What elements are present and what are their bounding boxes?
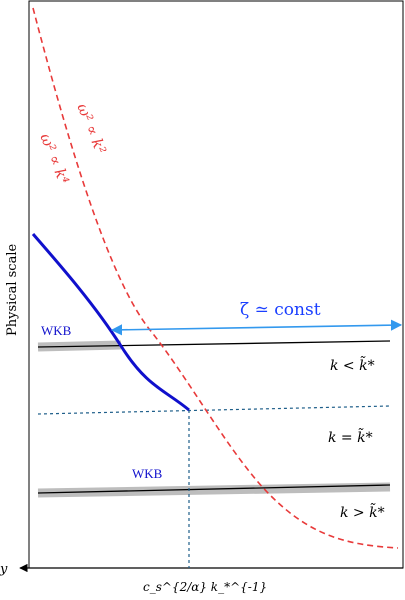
zeta-const-label: ζ ≃ const: [240, 300, 321, 320]
x-axis-label: y: [0, 562, 8, 577]
plot-frame: [28, 0, 404, 569]
wkb-curve: [31, 233, 190, 412]
horizon-curve: [32, 7, 399, 549]
wkb-label-upper: WKB: [41, 323, 72, 338]
x-tick-label: c_s^{2/α} k_*^{-1}: [143, 580, 267, 594]
zeta-const-arrow: [110, 319, 403, 336]
mode-line-k-less: [37, 340, 391, 348]
k-equal-label: k = k̃*: [328, 427, 373, 446]
dispersion-k2-label: ω² ∝ k²: [73, 101, 110, 157]
y-axis-label: Physical scale: [5, 244, 20, 336]
k-greater-label: k > k̃*: [340, 502, 385, 521]
k-less-label: k < k̃*: [330, 355, 375, 374]
mode-line-k-equal: [37, 405, 391, 415]
dispersion-k4-label: ω² ∝ k⁴: [36, 131, 73, 187]
wkb-label-lower: WKB: [132, 466, 163, 481]
mode-line-k-greater: [37, 484, 391, 494]
